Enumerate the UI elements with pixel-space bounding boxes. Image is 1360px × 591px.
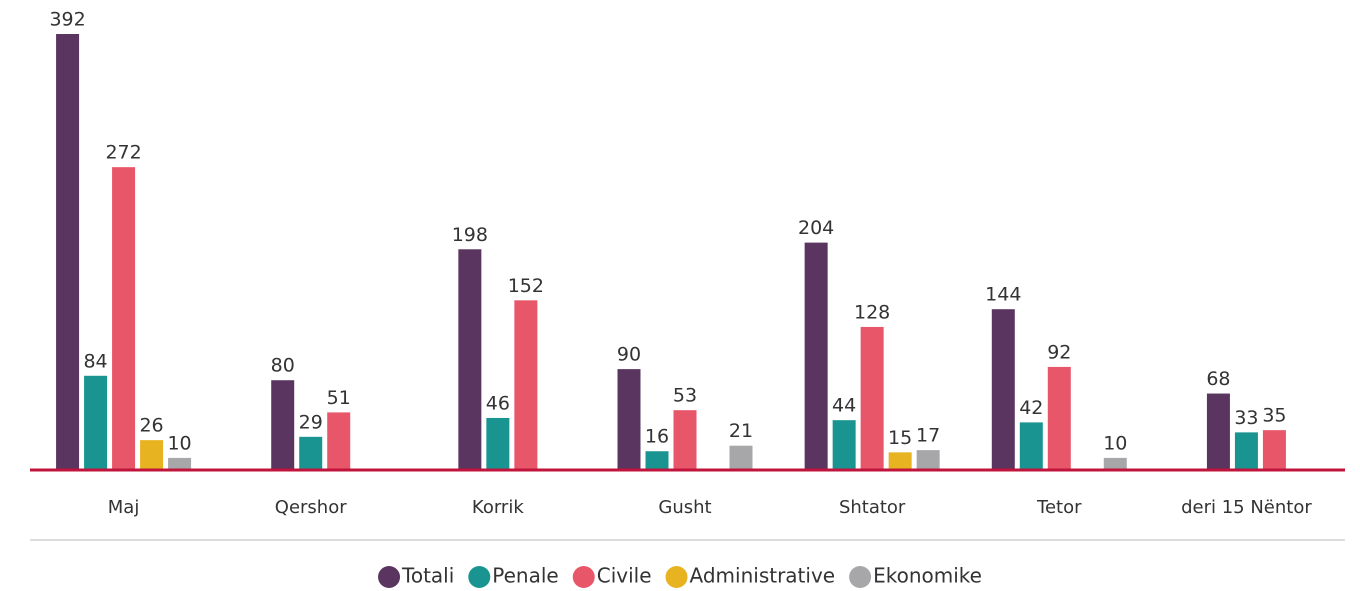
data-label: 44 bbox=[832, 395, 856, 417]
bar bbox=[1262, 430, 1286, 469]
data-label: 152 bbox=[508, 275, 544, 297]
x-tick-label: Tetor bbox=[1036, 497, 1082, 518]
bar bbox=[486, 417, 510, 469]
x-tick-label: Shtator bbox=[839, 497, 906, 518]
bar bbox=[1047, 366, 1071, 469]
data-label: 10 bbox=[1103, 432, 1127, 454]
data-label: 17 bbox=[916, 425, 940, 447]
data-label: 51 bbox=[327, 387, 351, 409]
bar bbox=[271, 380, 295, 469]
legend-label: Totali bbox=[401, 564, 454, 588]
bar bbox=[458, 249, 482, 469]
data-label: 35 bbox=[1262, 405, 1286, 427]
bar bbox=[327, 412, 351, 469]
bar bbox=[112, 167, 136, 469]
legend-label: Civile bbox=[597, 564, 652, 588]
x-tick-label: Korrik bbox=[472, 497, 524, 518]
data-label: 16 bbox=[645, 426, 669, 448]
bar bbox=[673, 410, 697, 469]
bar bbox=[299, 436, 323, 469]
data-label: 204 bbox=[798, 217, 834, 239]
bar bbox=[1234, 432, 1258, 469]
x-tick-label: Qershor bbox=[275, 497, 347, 518]
data-label: 272 bbox=[105, 142, 141, 164]
legend-swatch bbox=[468, 566, 491, 588]
data-label: 128 bbox=[854, 301, 890, 323]
bar bbox=[804, 242, 828, 469]
data-label: 29 bbox=[299, 411, 323, 433]
legend-label: Ekonomike bbox=[873, 564, 982, 588]
x-tick-label: Maj bbox=[108, 497, 140, 518]
data-label: 84 bbox=[83, 350, 107, 372]
data-label: 53 bbox=[673, 385, 697, 407]
data-label: 46 bbox=[486, 392, 510, 414]
data-label: 144 bbox=[985, 284, 1021, 306]
bar bbox=[645, 451, 669, 469]
bar bbox=[514, 300, 538, 469]
bar bbox=[991, 309, 1015, 469]
data-label: 33 bbox=[1234, 407, 1258, 429]
bar bbox=[168, 457, 192, 469]
bar bbox=[1103, 457, 1127, 469]
legend-swatch bbox=[378, 566, 401, 588]
bar bbox=[1206, 393, 1230, 469]
data-label: 15 bbox=[888, 427, 912, 449]
x-tick-label: deri 15 Nëntor bbox=[1181, 497, 1312, 518]
bar bbox=[832, 420, 856, 469]
bar bbox=[56, 34, 80, 469]
legend-swatch bbox=[665, 566, 688, 588]
data-label: 198 bbox=[452, 224, 488, 246]
bar bbox=[860, 326, 884, 469]
bar bbox=[729, 445, 753, 469]
data-label: 392 bbox=[49, 9, 85, 31]
bar bbox=[617, 369, 641, 469]
data-label: 21 bbox=[729, 420, 753, 442]
bar bbox=[916, 450, 940, 469]
data-label: 80 bbox=[271, 355, 295, 377]
legend-label: Administrative bbox=[690, 564, 836, 588]
bar bbox=[1019, 422, 1043, 469]
legend-label: Penale bbox=[492, 564, 558, 588]
x-tick-label: Gusht bbox=[658, 497, 711, 518]
data-label: 42 bbox=[1019, 397, 1043, 419]
legend-swatch bbox=[572, 566, 595, 588]
data-label: 92 bbox=[1047, 341, 1071, 363]
data-label: 90 bbox=[617, 344, 641, 366]
bar bbox=[888, 452, 912, 469]
data-label: 68 bbox=[1206, 368, 1230, 390]
data-label: 26 bbox=[139, 415, 163, 437]
legend-swatch bbox=[849, 566, 872, 588]
bar bbox=[140, 440, 164, 469]
data-label: 10 bbox=[167, 432, 191, 454]
bar bbox=[84, 375, 108, 469]
